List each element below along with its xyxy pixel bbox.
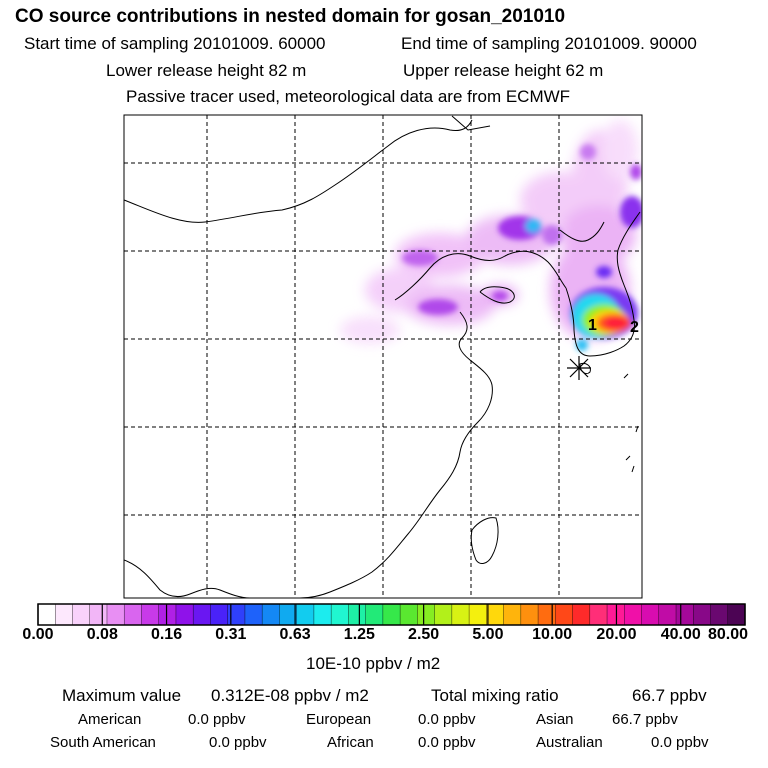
colorbar-tick-label: 1.25 (343, 626, 375, 643)
source-name-south-american: South American (50, 734, 156, 751)
colorbar-cell (348, 604, 367, 625)
colorbar-tick-label: 0.16 (150, 626, 183, 643)
colorbar-cell (106, 604, 125, 625)
source-value-australian: 0.0 ppbv (651, 734, 709, 751)
colorbar-cell (589, 604, 608, 625)
colorbar-cell (727, 604, 746, 625)
colorbar-cell (365, 604, 384, 625)
colorbar-cell (555, 604, 574, 625)
colorbar-cell (193, 604, 211, 625)
colorbar-cell (520, 604, 539, 625)
source-name-american: American (78, 711, 142, 728)
colorbar-cell (72, 604, 91, 625)
colorbar-cell (693, 604, 712, 625)
colorbar-cell (503, 604, 522, 625)
colorbar-cell (710, 604, 729, 625)
colorbar-cell (538, 604, 556, 625)
colorbar-cell (417, 604, 436, 625)
source-name-african: African (327, 734, 374, 751)
colorbar-tick-label: 0.63 (279, 626, 311, 643)
colorbar-cell (486, 604, 505, 625)
colorbar-cell (175, 604, 194, 625)
total-mixing-label: Total mixing ratio (431, 686, 559, 705)
colorbar-cell (38, 604, 56, 625)
colorbar-cell (158, 604, 177, 625)
colorbar-cell (141, 604, 160, 625)
colorbar-tick-label: 80.00 (707, 626, 749, 643)
colorbar-cell (331, 604, 349, 625)
colorbar-cell (89, 604, 108, 625)
lat-lon-grid (124, 115, 642, 598)
colorbar-cell (313, 604, 332, 625)
chart-title: CO source contributions in nested domain… (15, 6, 566, 27)
colorbar-tick-label: 0.31 (215, 626, 247, 643)
source-value-south-american: 0.0 ppbv (209, 734, 267, 751)
colorbar-cell (434, 604, 453, 625)
colorbar-cell (572, 604, 591, 625)
total-mixing-value: 66.7 ppbv (632, 686, 707, 705)
colorbar-cell (400, 604, 418, 625)
colorbar-cell (244, 604, 263, 625)
start-time-label: Start time of sampling 20101009. 60000 (24, 34, 326, 53)
colorbar-cell (641, 604, 660, 625)
colorbar-cell (124, 604, 142, 625)
lower-release-label: Lower release height 82 m (106, 61, 307, 80)
colorbar-tick-label: 40.00 (660, 626, 701, 643)
colorbar-cell (55, 604, 73, 625)
colorbar-tick-label: 5.00 (472, 626, 504, 643)
source-value-african: 0.0 ppbv (418, 734, 476, 751)
receptor-label-2: 2 (630, 319, 639, 336)
asterisk-icon (567, 356, 591, 380)
map-frame (123, 114, 643, 599)
data-source-note: Passive tracer used, meteorological data… (126, 87, 571, 106)
colorbar-cell (382, 604, 401, 625)
upper-release-label: Upper release height 62 m (403, 61, 604, 80)
max-value-label: Maximum value (62, 686, 182, 705)
colorbar-tick-label: 20.00 (596, 626, 637, 643)
source-name-australian: Australian (536, 734, 603, 751)
colorbar-cell (262, 604, 280, 625)
colorbar (37, 603, 746, 626)
colorbar-tick-label: 2.50 (408, 626, 440, 643)
colorbar-frame (37, 603, 746, 626)
max-value: 0.312E-08 ppbv / m2 (211, 686, 369, 705)
colorbar-cell (451, 604, 470, 625)
source-name-asian: Asian (536, 711, 574, 728)
colorbar-tick-label: 0.00 (22, 626, 54, 643)
colorbar-cell (296, 604, 315, 625)
end-time-label: End time of sampling 20101009. 90000 (401, 34, 697, 53)
colorbar-cell (676, 604, 694, 625)
source-value-european: 0.0 ppbv (418, 711, 476, 728)
colorbar-cell (227, 604, 246, 625)
source-name-european: European (306, 711, 372, 728)
source-value-american: 0.0 ppbv (188, 711, 246, 728)
source-value-asian: 66.7 ppbv (612, 711, 678, 728)
concentration-field (340, 120, 642, 351)
colorbar-tick-label: 0.08 (86, 626, 118, 643)
colorbar-cell (658, 604, 677, 625)
colorbar-cell (469, 604, 487, 625)
colorbar-cell (210, 604, 229, 625)
colorbar-unit: 10E-10 ppbv / m2 (306, 654, 441, 673)
colorbar-cell (624, 604, 643, 625)
colorbar-tick-label: 10.00 (532, 626, 573, 643)
colorbar-cell (279, 604, 298, 625)
receptor-label-1: 1 (588, 317, 597, 334)
